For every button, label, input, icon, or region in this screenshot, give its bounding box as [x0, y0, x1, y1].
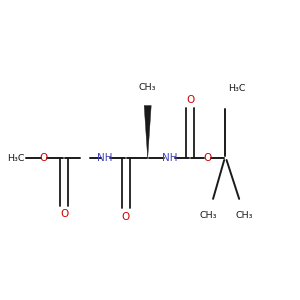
Text: O: O [186, 95, 194, 105]
Text: O: O [40, 153, 48, 163]
Text: O: O [60, 209, 68, 219]
Text: O: O [122, 212, 130, 222]
Text: CH₃: CH₃ [199, 211, 217, 220]
Text: H₃C: H₃C [228, 84, 246, 93]
Text: CH₃: CH₃ [236, 211, 253, 220]
Text: CH₃: CH₃ [139, 83, 156, 92]
Text: NH: NH [98, 153, 113, 163]
Text: H₃C: H₃C [7, 154, 25, 163]
Text: NH: NH [162, 153, 177, 163]
Text: O: O [204, 153, 212, 163]
Polygon shape [144, 106, 151, 158]
